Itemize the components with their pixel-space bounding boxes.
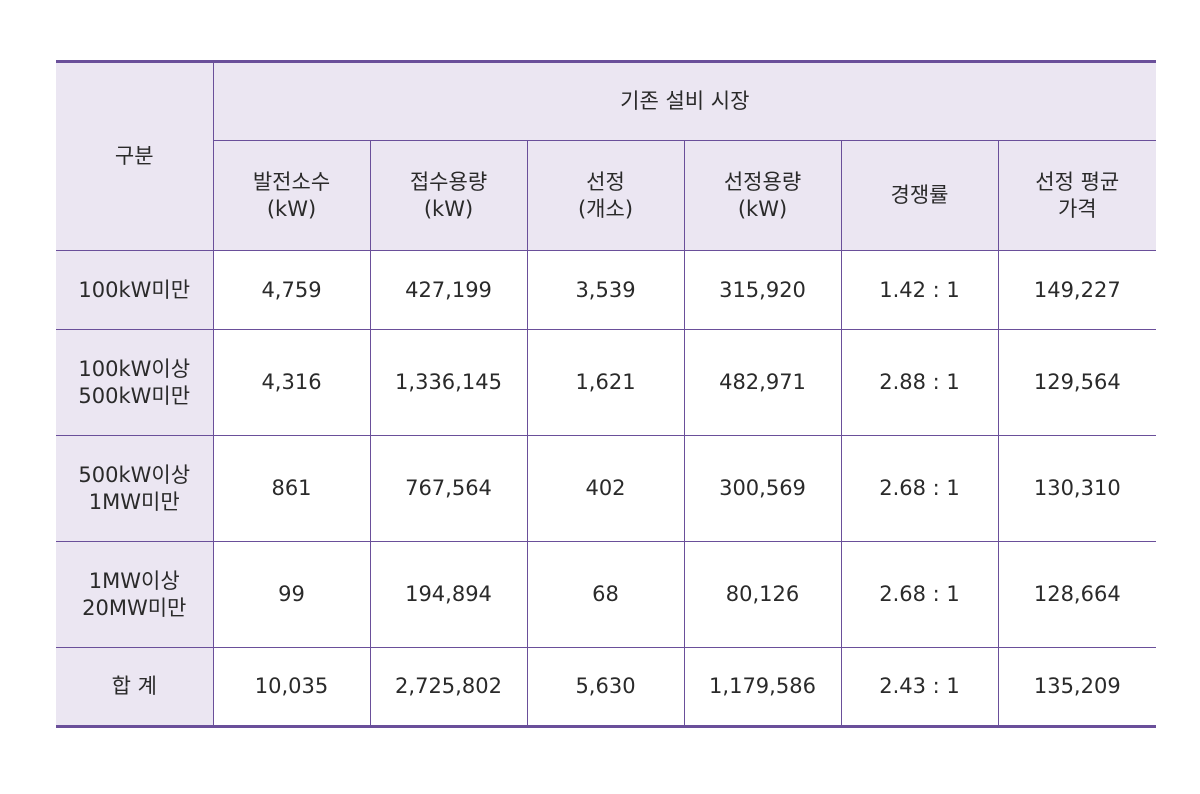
group-header: 구분 [56,61,214,251]
column-header-selected: 선정 (개소) [526,140,685,251]
table-cell: 2.68 : 1 [840,541,999,648]
row-label: 100kW이상 500kW미만 [56,329,214,436]
table-cell: 2.43 : 1 [840,647,999,727]
table-cell: 149,227 [997,250,1157,330]
table-cell: 315,920 [683,250,842,330]
table-cell: 1,179,586 [683,647,842,727]
table-cell: 4,759 [212,250,371,330]
table-cell: 194,894 [369,541,528,648]
table-cell: 5,630 [526,647,685,727]
table-cell: 80,126 [683,541,842,648]
table-cell: 128,664 [997,541,1157,648]
table-cell: 1.42 : 1 [840,250,999,330]
table-cell: 402 [526,435,685,542]
column-header-average-price: 선정 평균 가격 [997,140,1157,251]
table-cell: 10,035 [212,647,371,727]
table-cell: 427,199 [369,250,528,330]
table-cell: 861 [212,435,371,542]
table-cell: 2,725,802 [369,647,528,727]
market-header: 기존 설비 시장 [212,61,1157,141]
row-label: 500kW이상 1MW미만 [56,435,214,542]
row-label: 1MW이상 20MW미만 [56,541,214,648]
column-header-competition-rate: 경쟁률 [840,140,999,251]
table-cell: 767,564 [369,435,528,542]
table-cell: 4,316 [212,329,371,436]
table-cell: 482,971 [683,329,842,436]
table-cell: 2.68 : 1 [840,435,999,542]
row-label: 합 계 [56,647,214,727]
table-cell: 2.88 : 1 [840,329,999,436]
table-row: 100kW이상 500kW미만 4,316 1,336,145 1,621 482… [56,329,1157,436]
table-cell: 3,539 [526,250,685,330]
column-header-received-capacity: 접수용량 (kW) [369,140,528,251]
total-row: 합 계 10,035 2,725,802 5,630 1,179,586 2.4… [56,647,1157,727]
table-cell: 129,564 [997,329,1157,436]
table-cell: 99 [212,541,371,648]
column-header-plants: 발전소수 (kW) [213,140,371,251]
column-header-selected-capacity: 선정용량 (kW) [683,140,842,251]
table-cell: 1,336,145 [369,329,528,436]
table-cell: 135,209 [997,647,1157,727]
table-row: 100kW미만 4,759 427,199 3,539 315,920 1.42… [56,250,1157,330]
market-table: 구분 기존 설비 시장 발전소수 (kW) 접수용량 (kW) 선정 (개소) 선정용… [56,60,1157,728]
table-cell: 130,310 [997,435,1157,542]
table-cell: 1,621 [526,329,685,436]
table-cell: 68 [526,541,685,648]
row-label: 100kW미만 [56,250,214,330]
table-row: 1MW이상 20MW미만 99 194,894 68 80,126 2.68 : … [56,541,1157,648]
table-row: 500kW이상 1MW미만 861 767,564 402 300,569 2.6… [56,435,1157,542]
table-cell: 300,569 [683,435,842,542]
